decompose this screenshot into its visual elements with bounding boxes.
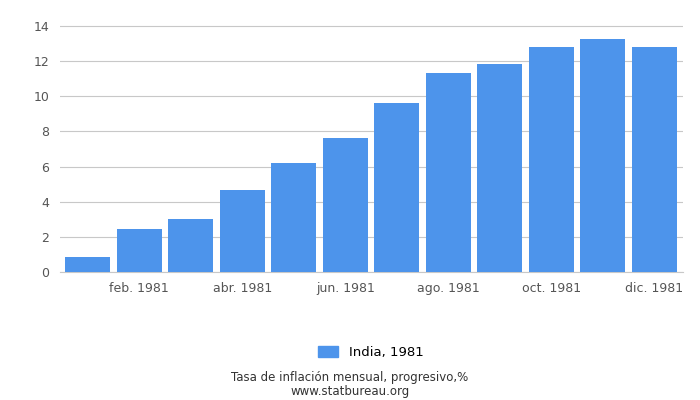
- Bar: [271, 164, 316, 272]
- Bar: [323, 138, 368, 272]
- Bar: [65, 257, 111, 272]
- Legend: India, 1981: India, 1981: [313, 340, 429, 364]
- Bar: [477, 64, 522, 272]
- Bar: [631, 47, 677, 272]
- Bar: [426, 73, 471, 272]
- Bar: [528, 47, 574, 272]
- Bar: [580, 39, 625, 272]
- Bar: [374, 103, 419, 272]
- Text: www.statbureau.org: www.statbureau.org: [290, 386, 410, 398]
- Bar: [220, 190, 265, 272]
- Text: Tasa de inflación mensual, progresivo,%: Tasa de inflación mensual, progresivo,%: [232, 372, 468, 384]
- Bar: [117, 229, 162, 272]
- Bar: [168, 219, 214, 272]
